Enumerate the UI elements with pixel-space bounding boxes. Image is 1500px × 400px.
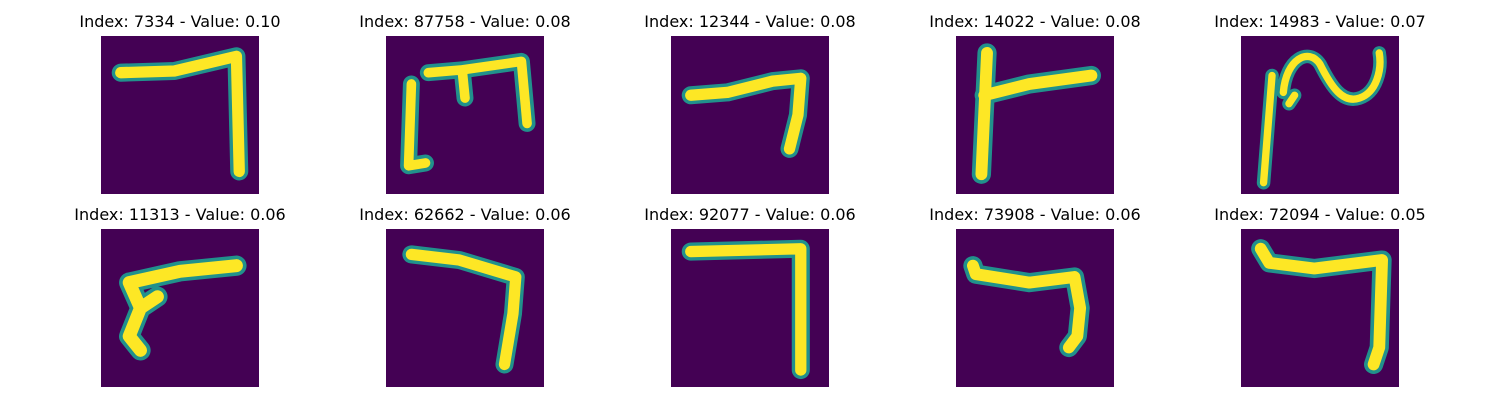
panel-8: Index: 92077 - Value: 0.06 [644, 205, 856, 395]
panel-title: Index: 11313 - Value: 0.06 [74, 205, 286, 224]
panel-6: Index: 11313 - Value: 0.06 [74, 205, 286, 395]
panel-2: Index: 87758 - Value: 0.08 [359, 12, 571, 202]
digit-seven-image [671, 229, 829, 387]
digit-seven-image [671, 36, 829, 194]
panel-title: Index: 62662 - Value: 0.06 [359, 205, 571, 224]
digit-seven-image [956, 36, 1114, 194]
digit-seven-image [101, 36, 259, 194]
digit-seven-image [956, 229, 1114, 387]
panel-title: Index: 87758 - Value: 0.08 [359, 12, 571, 31]
panel-4: Index: 14022 - Value: 0.08 [929, 12, 1141, 202]
digit-seven-image [1241, 229, 1399, 387]
panel-1: Index: 7334 - Value: 0.10 [79, 12, 281, 202]
panel-3: Index: 12344 - Value: 0.08 [644, 12, 856, 202]
panel-title: Index: 7334 - Value: 0.10 [79, 12, 281, 31]
panel-title: Index: 72094 - Value: 0.05 [1214, 205, 1426, 224]
panel-7: Index: 62662 - Value: 0.06 [359, 205, 571, 395]
digit-seven-image [101, 229, 259, 387]
digit-seven-image [386, 229, 544, 387]
panel-title: Index: 12344 - Value: 0.08 [644, 12, 856, 31]
digit-seven-image [1241, 36, 1399, 194]
panel-10: Index: 72094 - Value: 0.05 [1214, 205, 1426, 395]
panel-9: Index: 73908 - Value: 0.06 [929, 205, 1141, 395]
panel-title: Index: 14983 - Value: 0.07 [1214, 12, 1426, 31]
panel-title: Index: 92077 - Value: 0.06 [644, 205, 856, 224]
panel-title: Index: 14022 - Value: 0.08 [929, 12, 1141, 31]
panel-5: Index: 14983 - Value: 0.07 [1214, 12, 1426, 202]
digit-seven-image [386, 36, 544, 194]
panel-title: Index: 73908 - Value: 0.06 [929, 205, 1141, 224]
